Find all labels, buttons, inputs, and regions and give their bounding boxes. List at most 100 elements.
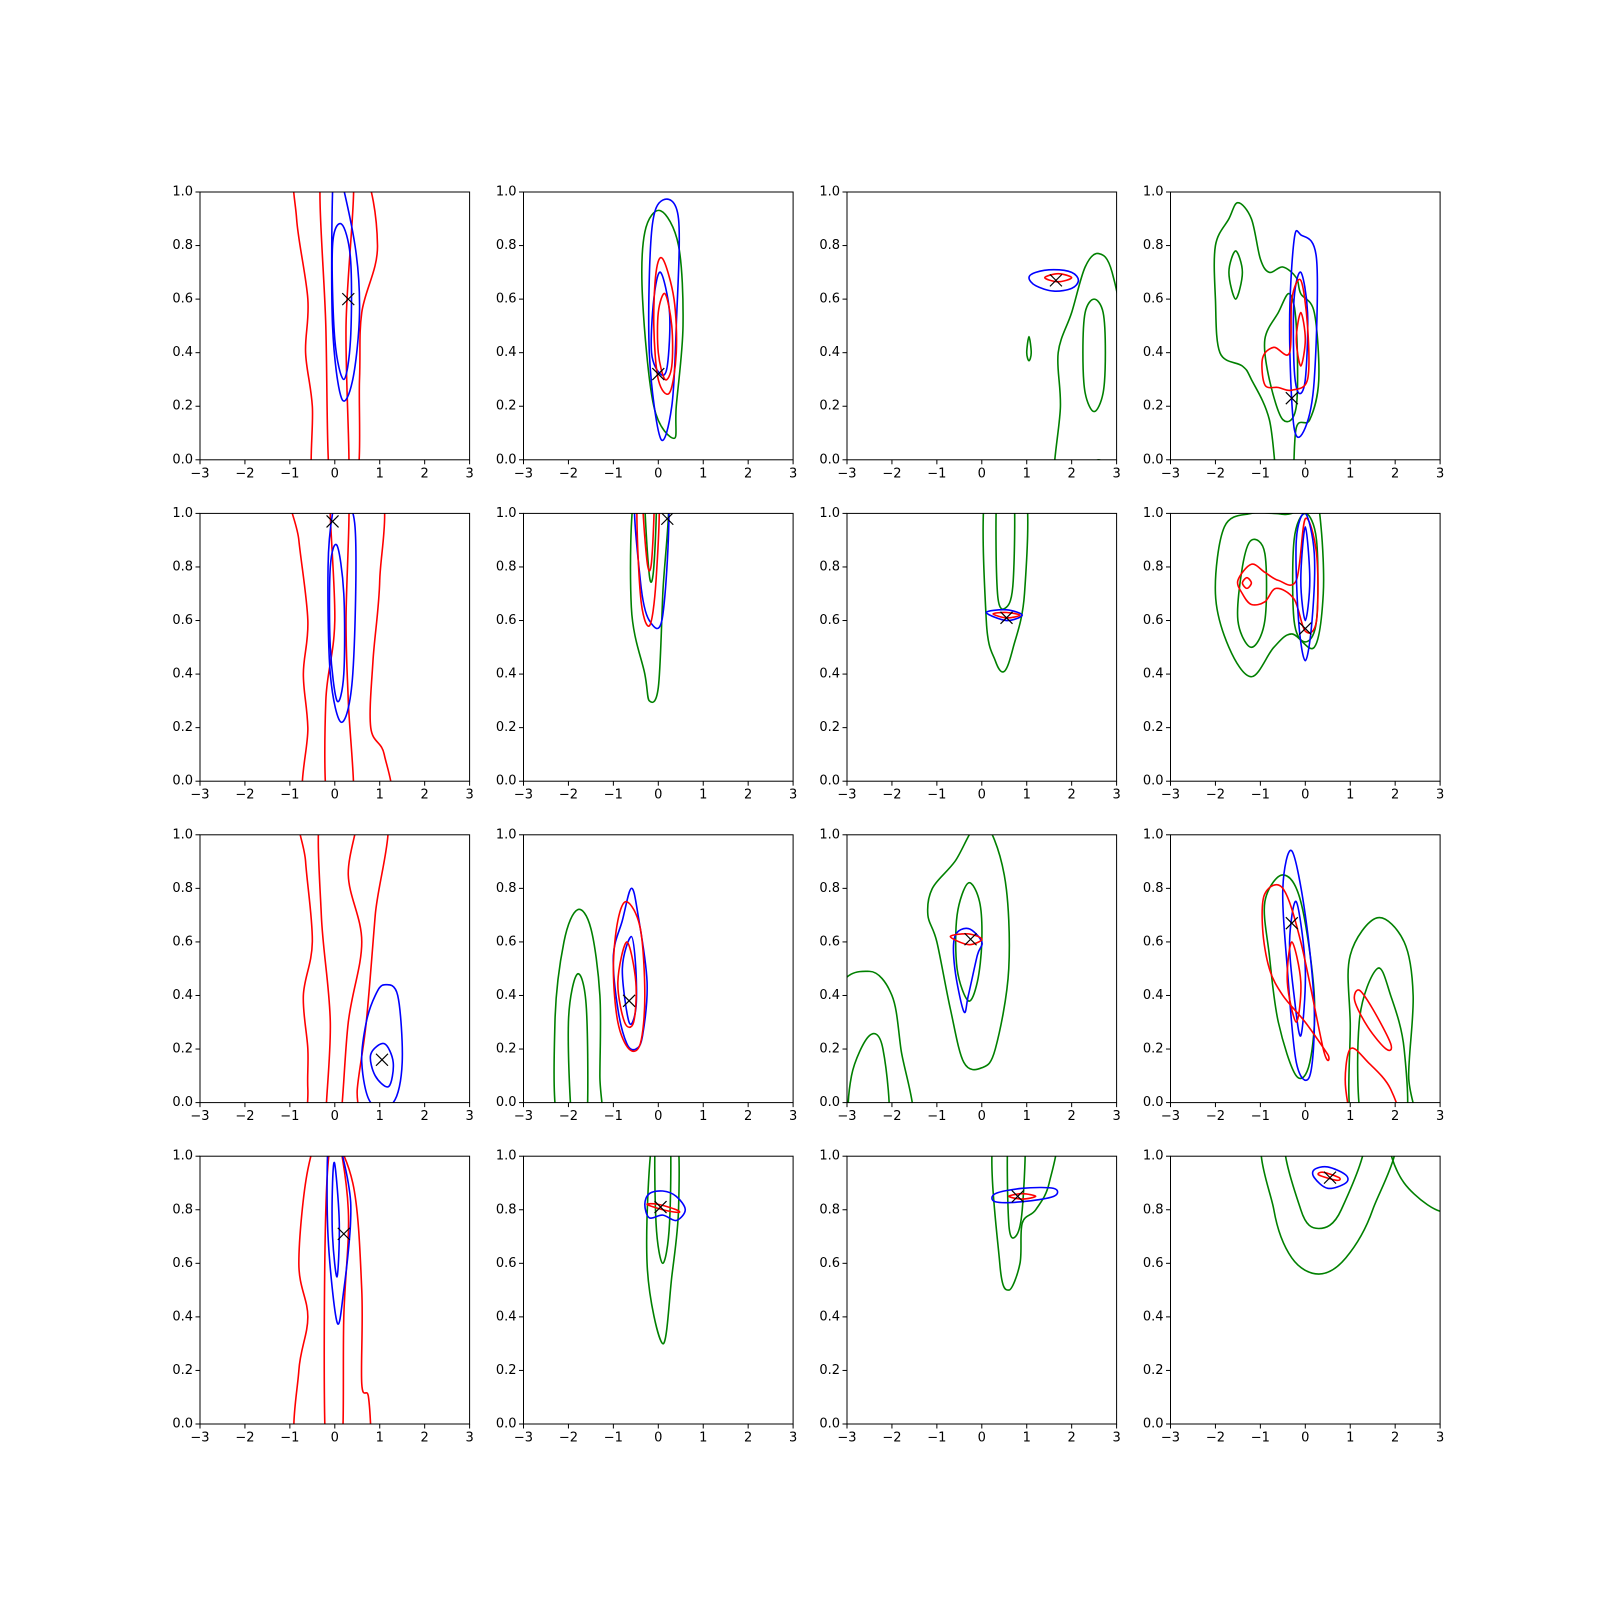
x-tick-label: −2 [235, 466, 254, 481]
x-tick-label: 0 [1301, 788, 1309, 803]
x-tick-label: 2 [744, 1431, 752, 1446]
contour-line [1390, 1156, 1441, 1212]
y-tick-label: 0.0 [496, 1417, 517, 1432]
subplot: −3 −2 −1 0 1 2 3 0.0 0.2 0.4 0.6 0.8 1.0 [819, 827, 1120, 1124]
subplot: −3 −2 −1 0 1 2 3 0.0 0.2 0.4 0.6 0.8 1.0 [496, 827, 797, 1124]
y-tick-label: 0.0 [172, 1095, 193, 1110]
y-tick-label: 0.2 [819, 399, 840, 414]
contours [299, 834, 404, 1103]
x-tick-label: −3 [514, 788, 533, 803]
contour-line [645, 1156, 681, 1345]
x-tick-label: 2 [1391, 1431, 1399, 1446]
y-tick-label: 0.8 [496, 881, 517, 896]
marker-x [326, 515, 339, 528]
contour-line [621, 935, 638, 1026]
y-tick-label: 0.0 [172, 774, 193, 789]
x-tick-label: −2 [882, 788, 901, 803]
y-tick-label: 0.4 [496, 667, 517, 682]
x-tick-label: 1 [699, 466, 707, 481]
y-tick-label: 0.6 [172, 292, 193, 307]
x-tick-label: 2 [1391, 788, 1399, 803]
y-tick-label: 0.2 [1143, 399, 1164, 414]
x-tick-label: 0 [978, 1109, 986, 1124]
x-tick-label: −1 [604, 466, 623, 481]
y-tick-label: 0.6 [496, 613, 517, 628]
x-tick-label: −2 [1206, 788, 1225, 803]
y-tick-label: 0.4 [496, 345, 517, 360]
x-tick-label: 2 [744, 788, 752, 803]
x-tick-label: −1 [1251, 788, 1270, 803]
y-tick-label: 1.0 [172, 185, 193, 200]
contour-line [317, 834, 363, 1103]
y-tick-label: 0.8 [172, 559, 193, 574]
contour-line [1043, 272, 1073, 283]
x-tick-label: −1 [1251, 1109, 1270, 1124]
x-tick-label: −3 [1161, 788, 1180, 803]
y-tick-label: 0.4 [1143, 345, 1164, 360]
x-tick-label: 2 [1391, 1109, 1399, 1124]
contour-line [1344, 1047, 1398, 1103]
marker-x [375, 1053, 389, 1067]
x-tick-label: −1 [1251, 466, 1270, 481]
x-tick-label: 3 [1436, 1109, 1444, 1124]
y-tick-label: 0.2 [1143, 1363, 1164, 1378]
x-tick-label: −3 [1161, 1431, 1180, 1446]
y-tick-label: 0.8 [1143, 1202, 1164, 1217]
contour-line [1025, 335, 1033, 362]
x-tick-label: −2 [559, 466, 578, 481]
contour-line [1007, 1192, 1037, 1200]
y-tick-label: 0.6 [496, 292, 517, 307]
contour-line [369, 1042, 395, 1088]
y-tick-label: 0.6 [496, 934, 517, 949]
y-tick-label: 0.0 [1143, 452, 1164, 467]
y-tick-label: 0.0 [819, 452, 840, 467]
x-tick-label: 0 [654, 1109, 662, 1124]
y-tick-label: 0.4 [496, 1309, 517, 1324]
contour-line [1006, 1156, 1026, 1239]
y-tick-label: 0.0 [819, 1095, 840, 1110]
contour-line [642, 513, 655, 572]
x-tick-label: −3 [837, 788, 856, 803]
x-tick-label: −3 [837, 466, 856, 481]
x-tick-label: −2 [1206, 1431, 1225, 1446]
x-tick-label: 0 [331, 788, 339, 803]
contours [1025, 252, 1117, 460]
contour-line [641, 209, 684, 440]
x-tick-label: 2 [421, 466, 429, 481]
marker-x [1323, 1171, 1337, 1185]
subplot: −3 −2 −1 0 1 2 3 0.0 0.2 0.4 0.6 0.8 1.0 [1143, 506, 1444, 803]
marker-x [651, 367, 665, 381]
x-tick-label: 0 [1301, 1109, 1309, 1124]
y-tick-label: 0.0 [1143, 1095, 1164, 1110]
marker-x [964, 932, 977, 946]
marker-x [341, 292, 355, 306]
y-tick-label: 0.6 [819, 613, 840, 628]
x-tick-label: 1 [376, 788, 384, 803]
y-tick-label: 0.4 [172, 345, 193, 360]
x-tick-label: −1 [604, 1431, 623, 1446]
contour-line [291, 513, 392, 782]
marker-x [622, 994, 636, 1008]
contour-line [323, 1156, 350, 1424]
x-tick-label: 3 [789, 1431, 797, 1446]
x-tick-label: −2 [559, 1431, 578, 1446]
y-tick-label: 0.8 [172, 1202, 193, 1217]
contours [629, 513, 674, 704]
contour-line [647, 198, 681, 442]
x-tick-label: 3 [789, 1109, 797, 1124]
x-tick-label: 0 [654, 788, 662, 803]
y-tick-label: 0.8 [819, 559, 840, 574]
x-tick-label: 3 [789, 788, 797, 803]
y-tick-label: 1.0 [819, 827, 840, 842]
y-tick-label: 1.0 [496, 185, 517, 200]
y-tick-label: 0.6 [496, 1256, 517, 1271]
contour-line [644, 513, 658, 584]
x-tick-label: 2 [1068, 466, 1076, 481]
x-tick-label: −1 [927, 1431, 946, 1446]
y-tick-label: 1.0 [1143, 185, 1164, 200]
x-tick-label: −2 [559, 788, 578, 803]
y-tick-label: 0.8 [496, 1202, 517, 1217]
x-tick-label: −3 [514, 466, 533, 481]
contour-line [567, 973, 589, 1103]
y-tick-label: 0.4 [819, 667, 840, 682]
